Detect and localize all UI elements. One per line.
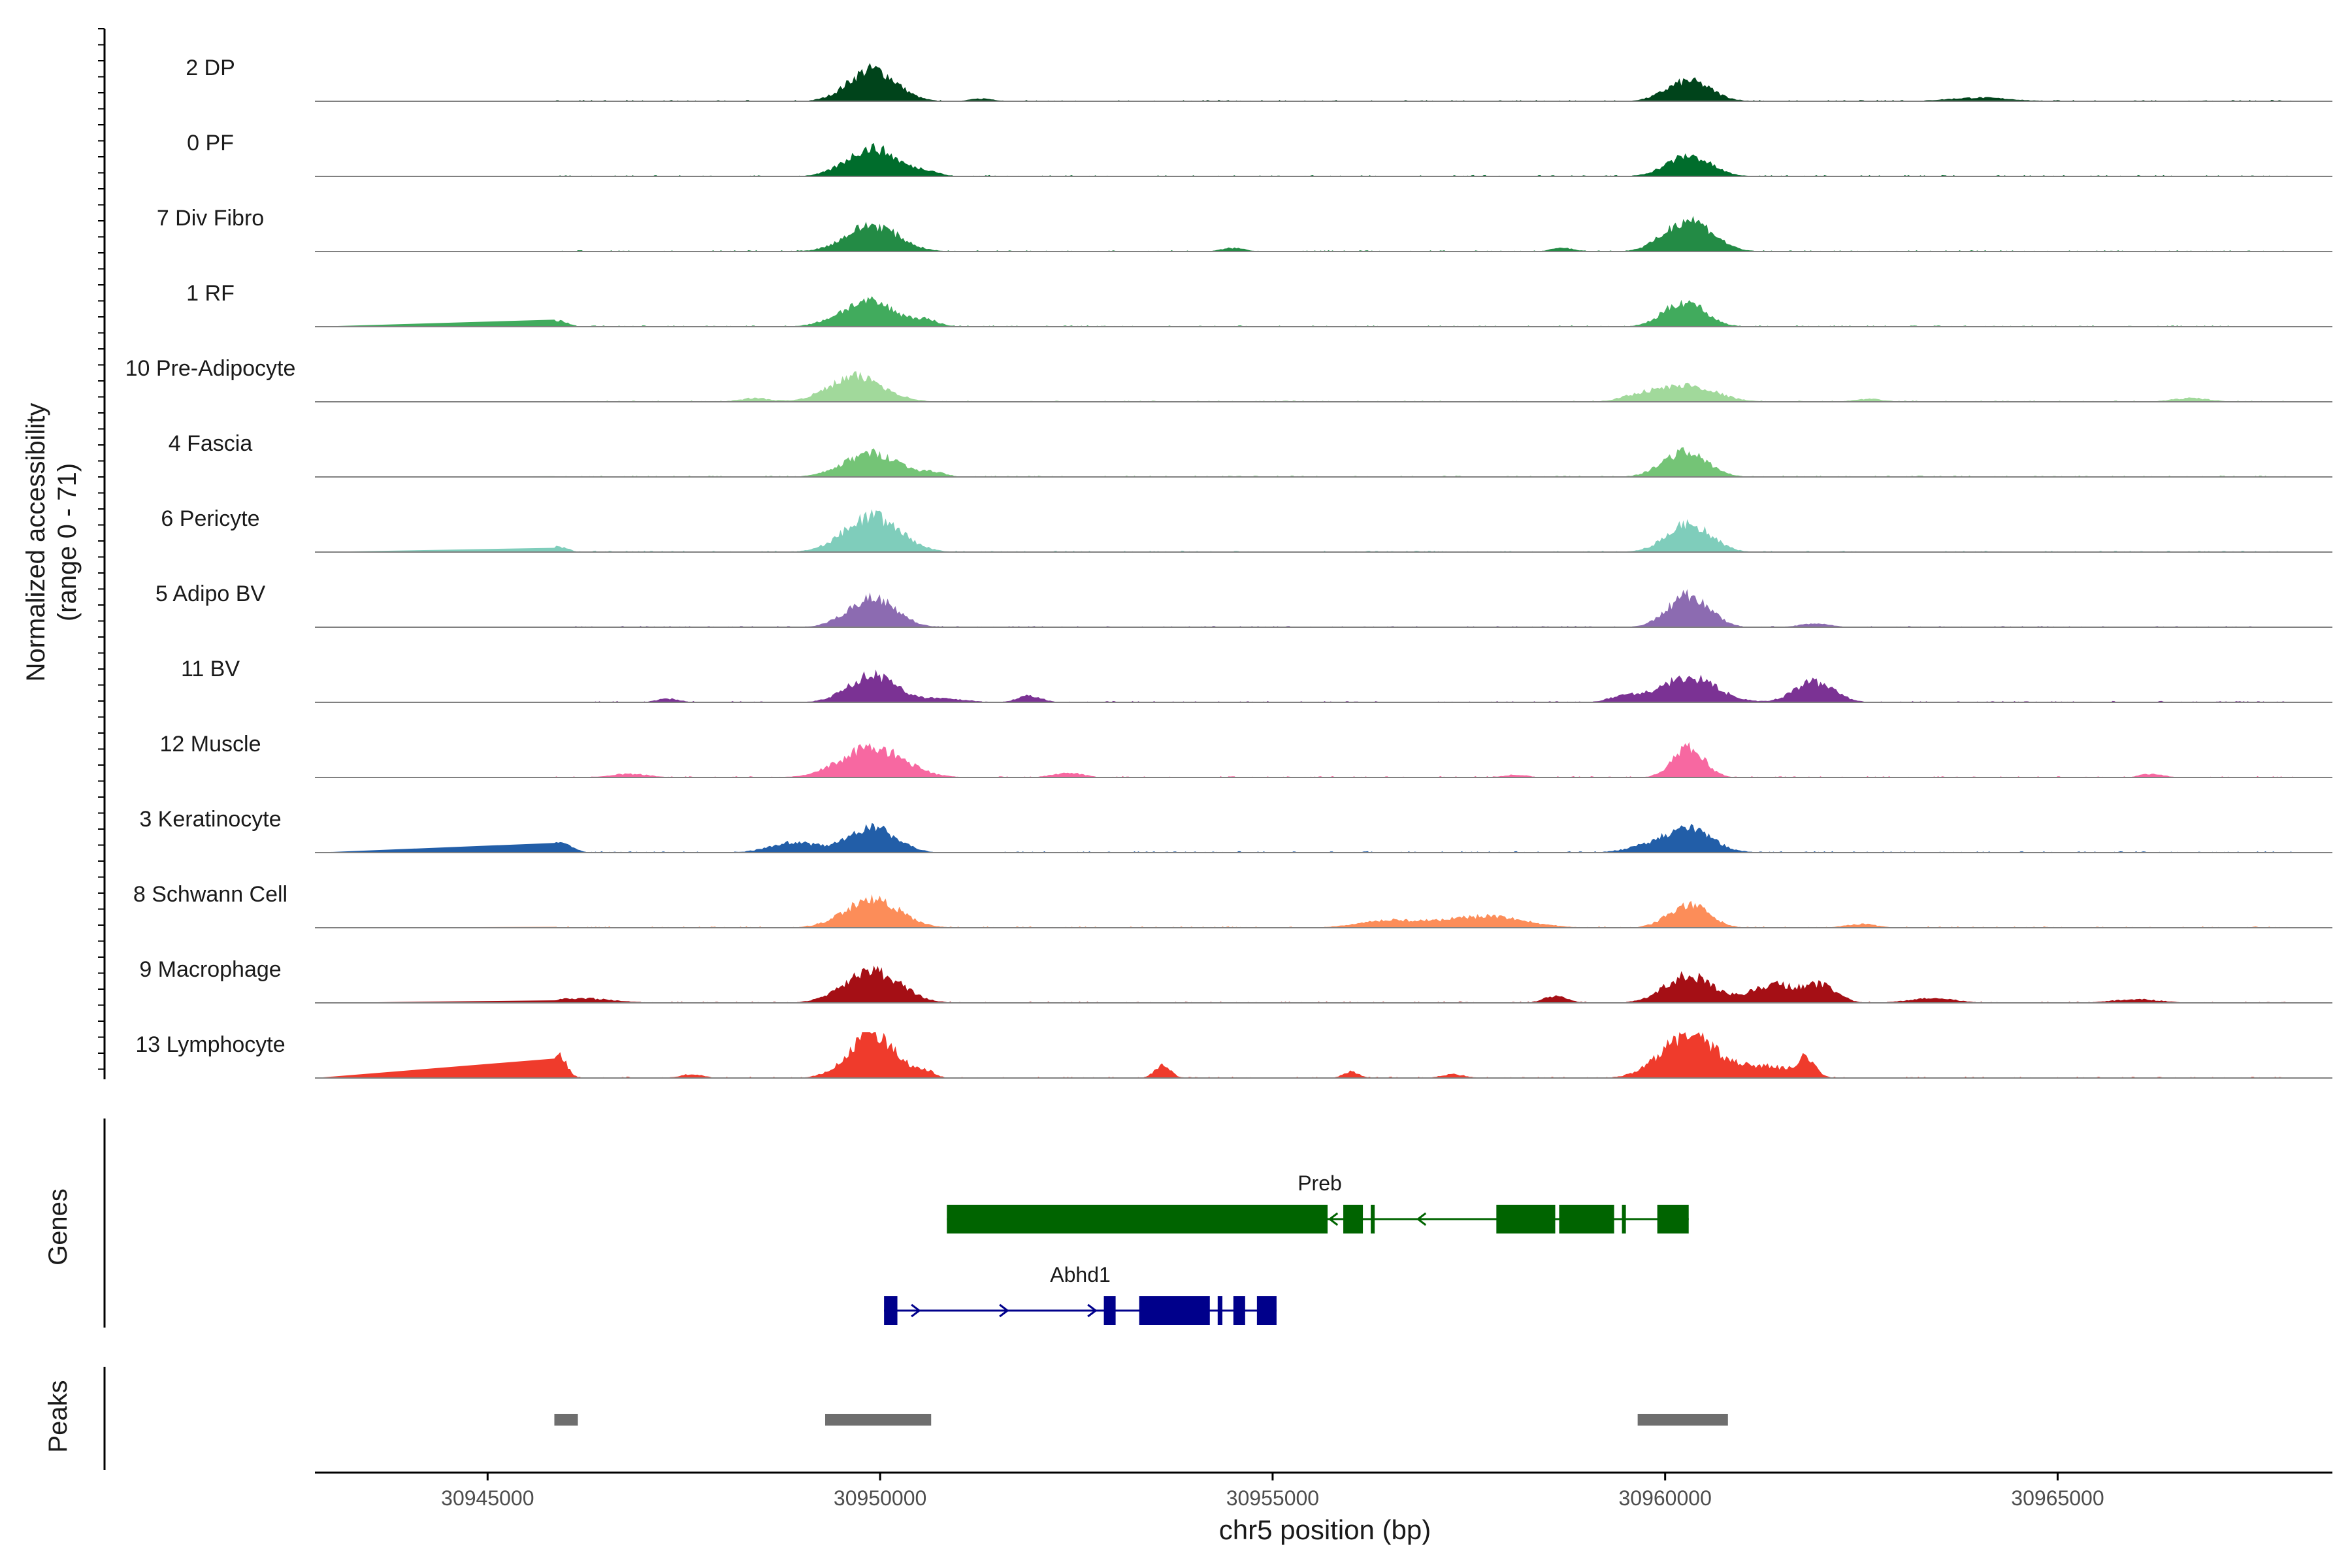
coverage-area <box>315 509 2293 552</box>
track-label: 11 BV <box>181 657 240 681</box>
track-label: 0 PF <box>187 131 234 155</box>
x-axis-title: chr5 position (bp) <box>1219 1514 1431 1545</box>
x-axis: 30945000 30950000 30955000 30960000 30965000 <box>315 1471 2332 1510</box>
strand-arrow <box>1328 1212 1339 1226</box>
x-tick-label: 30965000 <box>2011 1486 2104 1510</box>
x-tick-label: 30945000 <box>441 1486 534 1510</box>
peak-region <box>825 1414 932 1426</box>
track-label: 12 Muscle <box>160 732 261 757</box>
coverage-area <box>315 142 2293 176</box>
peaks-panel <box>103 1367 1728 1470</box>
y-axis-title: Normalized accessibility <box>22 403 50 682</box>
strand-arrow <box>999 1303 1009 1318</box>
coverage-area <box>315 216 2293 252</box>
track-label: 6 Pericyte <box>161 506 259 531</box>
track-label: 8 Schwann Cell <box>133 882 287 907</box>
gene-name-label: Preb <box>1298 1171 1342 1195</box>
coverage-track: 4 Fascia <box>169 431 2332 478</box>
track-label: 7 Div Fibro <box>157 206 264 231</box>
coverage-track: 1 RF <box>186 281 2332 327</box>
coverage-area <box>315 371 2293 402</box>
exon-block <box>1256 1296 1277 1325</box>
peak-region <box>554 1414 578 1426</box>
x-tick-label: 30960000 <box>1618 1486 1711 1510</box>
coverage-track: 9 Macrophage <box>139 957 2332 1004</box>
coverage-area <box>315 589 2293 627</box>
coverage-tracks: 2 DP 0 PF 7 Div Fibro 1 RF 10 Pre-Adipocyte 4… <box>98 28 2332 1079</box>
coverage-track: 12 Muscle <box>160 732 2332 778</box>
coverage-track: 0 PF <box>187 131 2332 177</box>
coverage-track: 3 Keratinocyte <box>139 807 2332 853</box>
coverage-area <box>315 669 2293 702</box>
coverage-track: 7 Div Fibro <box>157 206 2332 252</box>
peaks-panel-label: Peaks <box>44 1380 73 1452</box>
track-label: 9 Macrophage <box>139 957 281 982</box>
gene-name-label: Abhd1 <box>1050 1263 1111 1286</box>
coverage-track: 13 Lymphocyte <box>135 1032 2332 1079</box>
coverage-area <box>315 1032 2293 1078</box>
exon-block <box>1103 1296 1116 1325</box>
track-label: 5 Adipo BV <box>155 581 266 606</box>
track-label: 2 DP <box>186 56 235 80</box>
coverage-track: 6 Pericyte <box>161 506 2332 553</box>
coverage-area <box>315 965 2293 1003</box>
coverage-area <box>315 742 2293 777</box>
track-label: 3 Keratinocyte <box>139 807 281 832</box>
exon-block <box>1559 1205 1614 1233</box>
coverage-area <box>315 63 2293 101</box>
peak-region <box>1637 1414 1728 1426</box>
exon-block <box>884 1296 898 1325</box>
coverage-track: 2 DP <box>186 56 2332 102</box>
genes-panel-label: Genes <box>44 1188 73 1266</box>
x-tick-label: 30950000 <box>834 1486 926 1510</box>
x-tick-label: 30955000 <box>1226 1486 1319 1510</box>
track-label: 13 Lymphocyte <box>135 1032 285 1057</box>
exon-block <box>1371 1205 1375 1233</box>
exon-block <box>1622 1205 1626 1233</box>
coverage-area <box>315 823 2293 853</box>
exon-block <box>1233 1296 1245 1325</box>
coverage-area <box>315 447 2293 477</box>
exon-block <box>1496 1205 1556 1233</box>
exon-block <box>1343 1205 1364 1233</box>
coverage-area <box>315 894 2293 928</box>
coverage-track: 10 Pre-Adipocyte <box>125 356 2332 402</box>
strand-arrow <box>1416 1212 1427 1226</box>
gene-model: Abhd1 <box>884 1263 1277 1325</box>
track-label: 4 Fascia <box>169 431 253 456</box>
track-label: 10 Pre-Adipocyte <box>125 356 296 381</box>
strand-arrow <box>1087 1303 1098 1318</box>
exon-block <box>1217 1296 1222 1325</box>
coverage-track: 11 BV <box>181 657 2332 703</box>
strand-arrow <box>911 1303 921 1318</box>
coverage-track: 8 Schwann Cell <box>133 882 2332 928</box>
y-axis-range: (range 0 - 71) <box>53 463 82 621</box>
exon-block <box>947 1205 1328 1233</box>
exon-block <box>1139 1296 1210 1325</box>
exon-block <box>1657 1205 1689 1233</box>
genes-panel: Preb Abhd1 <box>103 1119 1689 1328</box>
track-label: 1 RF <box>186 281 235 306</box>
coverage-track: 5 Adipo BV <box>155 581 2332 628</box>
gene-model: Preb <box>947 1171 1689 1233</box>
coverage-area <box>315 296 2293 327</box>
